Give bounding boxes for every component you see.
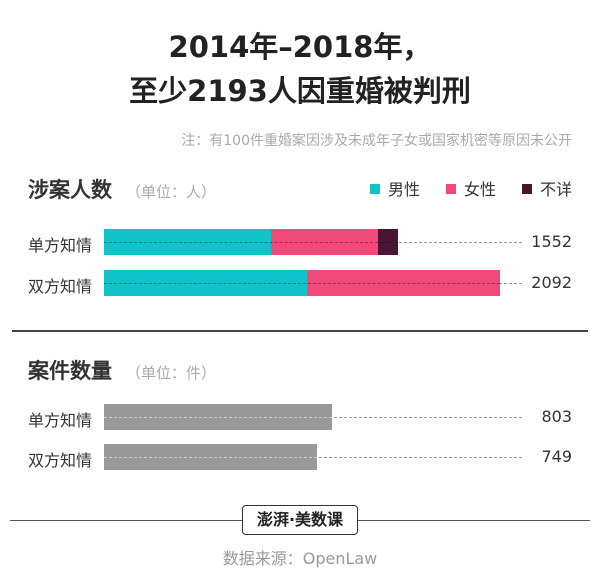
legend-label: 女性 xyxy=(463,180,496,199)
bar-center-dash xyxy=(104,283,500,284)
stacked-bar xyxy=(104,270,500,296)
chart1-heading: 涉案人数 （单位：人） xyxy=(28,174,216,204)
category-label: 双方知情 xyxy=(28,277,93,296)
title-line-1: 2014年–2018年， xyxy=(168,30,432,64)
chart2-heading: 案件数量 （单位：件） xyxy=(28,355,216,385)
bar-row: 单方知情 1552 xyxy=(0,229,600,255)
bar-segment-女性 xyxy=(270,229,379,255)
legend: 男性 女性 不详 xyxy=(369,176,572,200)
legend-swatch xyxy=(369,184,380,194)
bar-center-dash xyxy=(104,242,398,243)
bar-row: 单方知情 803 xyxy=(0,404,600,430)
bar-row: 双方知情 749 xyxy=(0,444,600,470)
bar-segment-男性 xyxy=(104,270,307,296)
legend-item: 女性 xyxy=(445,176,496,200)
chart2-unit: （单位：件） xyxy=(126,364,217,382)
category-label: 双方知情 xyxy=(28,451,93,470)
bar-center-dash xyxy=(104,417,332,418)
legend-swatch xyxy=(445,184,456,194)
category-label: 单方知情 xyxy=(28,411,93,430)
divider xyxy=(12,330,588,332)
chart2-title: 案件数量 xyxy=(28,359,112,383)
value-label: 749 xyxy=(541,447,572,466)
value-label: 803 xyxy=(541,407,572,426)
title-line-2: 至少2193人因重婚被判刑 xyxy=(129,74,471,108)
note: 注：有100件重婚案因涉及未成年子女或国家机密等原因未公开 xyxy=(181,133,572,149)
legend-swatch xyxy=(521,184,532,194)
bar-segment-女性 xyxy=(306,270,500,296)
bar-row: 双方知情 2092 xyxy=(0,270,600,296)
bar-segment-男性 xyxy=(104,229,271,255)
chart1-title: 涉案人数 xyxy=(28,178,112,202)
category-label: 单方知情 xyxy=(28,236,93,255)
logo: 澎湃·美数课 xyxy=(242,505,358,535)
chart1-unit: （单位：人） xyxy=(126,183,217,201)
bar-segment-不详 xyxy=(378,229,398,255)
source: 数据来源：OpenLaw xyxy=(222,549,378,568)
legend-item: 男性 xyxy=(369,176,420,200)
stacked-bar xyxy=(104,229,398,255)
total-label: 2092 xyxy=(531,273,572,292)
bar-center-dash xyxy=(104,457,317,458)
total-label: 1552 xyxy=(531,232,572,251)
legend-label: 男性 xyxy=(387,180,420,199)
legend-item: 不详 xyxy=(521,176,572,200)
legend-label: 不详 xyxy=(539,180,572,199)
